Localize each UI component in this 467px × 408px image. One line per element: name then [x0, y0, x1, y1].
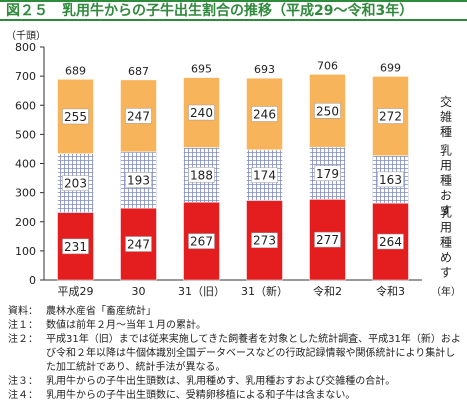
category-label: 30: [132, 285, 146, 298]
y-tick-label: 300: [15, 187, 36, 200]
value-label: 267: [190, 235, 213, 249]
note-text: 乳用牛からの子牛出生頭数に、受精卵移植による和子牛は含まない。: [46, 390, 356, 401]
value-label-box: [377, 171, 404, 188]
total-label: 699: [380, 61, 401, 74]
value-label-box: [62, 175, 89, 191]
note-text: 農林水産省「畜産統計」: [46, 306, 156, 317]
value-label: 179: [316, 167, 339, 181]
y-tick-label: 200: [15, 216, 36, 229]
value-label-box: [125, 236, 152, 252]
total-label: 695: [191, 63, 212, 76]
value-label: 255: [64, 110, 87, 124]
value-label: 188: [190, 168, 213, 182]
legend-label: 交雑種: [440, 94, 452, 139]
value-label: 193: [127, 173, 150, 187]
value-label: 273: [253, 234, 276, 248]
value-label: 264: [379, 235, 402, 249]
value-label: 163: [379, 173, 402, 187]
total-label: 689: [65, 64, 86, 77]
value-label-box: [251, 106, 278, 122]
value-label-box: [251, 167, 278, 183]
note-label: 注４：: [8, 390, 38, 401]
value-label-box: [377, 233, 404, 250]
y-tick-label: 800: [15, 41, 36, 54]
note-2: 注２： 平成31年（旧）までは従来実施してきた飼養者を対象とした統計調査、平成3…: [8, 333, 463, 375]
total-label: 687: [128, 65, 149, 78]
note-source: 資料： 農林水産省「畜産統計」: [8, 305, 463, 319]
value-label-box: [314, 231, 341, 248]
note-3: 注３： 乳用牛からの子牛出生頭数は、乳用種めす、乳用種おすおよび交雑種の合計。: [8, 375, 463, 389]
y-tick-label: 700: [15, 70, 36, 83]
value-label-box: [62, 108, 89, 125]
notes: 資料： 農林水産省「畜産統計」 注１： 数値は前年２月～当年１月の累計。 注２：…: [8, 305, 463, 403]
chart-title: 図２５ 乳用牛からの子牛出生割合の推移（平成29～令和3年）: [6, 3, 414, 19]
value-label-box: [62, 238, 89, 255]
note-text: 数値は前年２月～当年１月の累計。: [46, 320, 206, 331]
note-label: 注３：: [8, 376, 38, 387]
value-label: 240: [190, 106, 213, 120]
category-label: 31（旧）: [178, 285, 225, 298]
value-label: 250: [316, 104, 339, 118]
value-label: 272: [379, 110, 402, 124]
y-tick-label: 400: [15, 158, 36, 171]
value-label: 174: [253, 169, 276, 183]
total-label: 706: [317, 59, 338, 72]
value-label: 247: [127, 238, 150, 252]
y-unit-label: （千頭）: [6, 30, 46, 42]
y-tick-label: 100: [15, 245, 36, 258]
category-label: 31（新）: [241, 284, 288, 298]
note-4: 注４： 乳用牛からの子牛出生頭数に、受精卵移植による和子牛は含まない。: [8, 389, 463, 403]
chart-title-bar: 図２５ 乳用牛からの子牛出生割合の推移（平成29～令和3年）: [0, 0, 467, 21]
note-text: 平成31年（旧）までは従来実施してきた飼養者を対象とした統計調査、平成31年（新…: [46, 334, 461, 373]
value-label-box: [188, 104, 215, 121]
legend-label: 乳用種おす: [440, 143, 452, 217]
total-label: 693: [254, 63, 275, 76]
value-label: 277: [316, 233, 339, 247]
y-tick-label: 500: [15, 128, 36, 141]
note-label: 注２：: [8, 334, 38, 345]
value-label: 247: [127, 109, 150, 123]
value-label-box: [377, 108, 404, 124]
legend-label: 乳用種めす: [440, 206, 452, 280]
value-label-box: [125, 172, 152, 188]
category-label: 令和3: [376, 284, 405, 298]
value-label-box: [188, 233, 215, 249]
note-1: 注１： 数値は前年２月～当年１月の累計。: [8, 319, 463, 333]
value-label-box: [188, 167, 215, 183]
value-label-box: [251, 232, 278, 248]
x-unit-label: （年）: [431, 285, 461, 298]
value-label-box: [125, 108, 152, 124]
y-tick-label: 600: [15, 99, 36, 112]
category-label: 平成29: [58, 285, 94, 298]
stacked-bar-chart: 0 100 200 300 400 500 600 700 800（千頭） 231 203 255 6…: [6, 30, 461, 298]
value-label: 246: [253, 107, 276, 121]
category-label: 令和2: [313, 284, 342, 298]
value-label: 203: [64, 177, 87, 191]
note-label: 資料：: [8, 306, 38, 317]
y-tick-label: 0: [29, 274, 36, 287]
value-label: 231: [64, 240, 87, 254]
note-label: 注１：: [8, 320, 38, 331]
value-label-box: [314, 165, 341, 182]
value-label-box: [314, 103, 341, 119]
note-text: 乳用牛からの子牛出生頭数は、乳用種めす、乳用種おすおよび交雑種の合計。: [46, 376, 396, 387]
